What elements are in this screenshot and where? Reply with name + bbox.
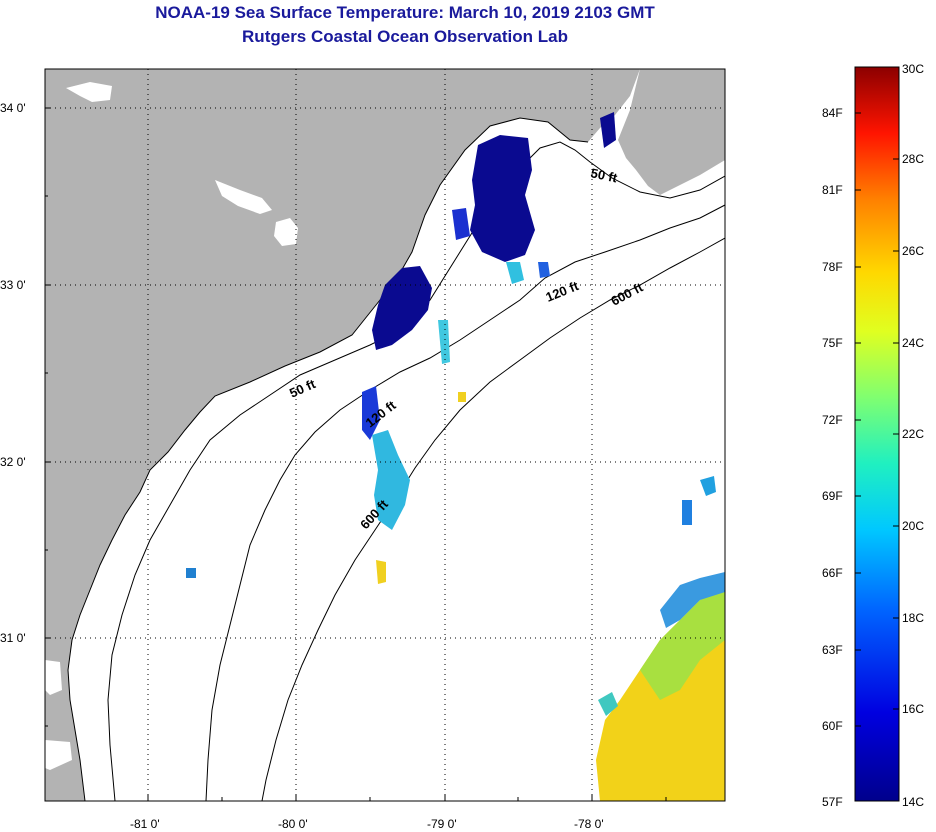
- colorbar-c-label: 14C: [902, 795, 924, 809]
- lon-label: -79 0': [427, 817, 457, 831]
- sst-cold-patch: [452, 208, 470, 240]
- lon-label: -81 0': [130, 817, 160, 831]
- depth-label: 50 ft: [589, 165, 619, 185]
- graticule: [45, 69, 725, 801]
- coastline: [67, 117, 589, 801]
- colorbar-c-label: 20C: [902, 519, 924, 533]
- sst-cold-patch: [372, 266, 432, 350]
- colorbar-c-label: 22C: [902, 427, 924, 441]
- colorbar-f-label: 57F: [822, 795, 843, 809]
- map-frame: [44, 68, 726, 802]
- colorbar-f-label: 63F: [822, 643, 843, 657]
- lake: [215, 180, 272, 214]
- colorbar-c-label: 26C: [902, 244, 924, 258]
- lat-label: 33 0': [0, 278, 26, 292]
- sst-mid-patch: [700, 476, 716, 496]
- colorbar-f-label: 84F: [822, 106, 843, 120]
- sst-warm-patch: [376, 560, 386, 584]
- colorbar-c-label: 18C: [902, 611, 924, 625]
- lake: [45, 740, 72, 770]
- lon-label: -80 0': [278, 817, 308, 831]
- map-subtitle: Rutgers Coastal Ocean Observation Lab: [242, 27, 568, 46]
- land: [45, 69, 640, 801]
- colorbar-f-label: 69F: [822, 489, 843, 503]
- colorbar-f-label: 78F: [822, 260, 843, 274]
- lat-label: 31 0': [0, 631, 26, 645]
- sst-cold-patch: [362, 386, 380, 440]
- colorbar-c-label: 24C: [902, 336, 924, 350]
- colorbar-f-label: 75F: [822, 336, 843, 350]
- colorbar-f-label: 60F: [822, 719, 843, 733]
- sst-mid-patch: [438, 320, 450, 364]
- sst-warm-area: [640, 590, 725, 700]
- colorbar-f-label: 72F: [822, 413, 843, 427]
- lake: [274, 218, 298, 246]
- colorbar: [854, 66, 900, 802]
- colorbar-c-label: 16C: [902, 702, 924, 716]
- sst-mid-patch: [372, 430, 410, 530]
- colorbar-c-label: 28C: [902, 152, 924, 166]
- lat-label: 34 0': [0, 101, 26, 115]
- sst-cold-patch: [538, 262, 550, 278]
- sst-mid-patch: [506, 262, 524, 284]
- land-cape: [618, 69, 725, 195]
- sst-warm-patch: [458, 392, 466, 402]
- colorbar-c-label: 30C: [902, 62, 924, 76]
- map-title: NOAA-19 Sea Surface Temperature: March 1…: [155, 3, 655, 22]
- colorbar-ticks: [855, 112, 899, 727]
- sst-mid-area: [660, 572, 725, 628]
- sst-mid-patch: [682, 500, 692, 525]
- sst-mid-area: [598, 692, 618, 716]
- axis-ticks: [45, 107, 667, 801]
- lake: [45, 660, 62, 695]
- sst-mid-patch: [186, 568, 196, 578]
- lake: [66, 82, 112, 102]
- isobath-600ft: [261, 237, 725, 801]
- sst-cold-patch: [470, 135, 535, 262]
- colorbar-f-label: 66F: [822, 566, 843, 580]
- lon-label: -78 0': [574, 817, 604, 831]
- lat-label: 32 0': [0, 455, 26, 469]
- sst-cold-patch: [600, 112, 616, 148]
- colorbar-f-label: 81F: [822, 183, 843, 197]
